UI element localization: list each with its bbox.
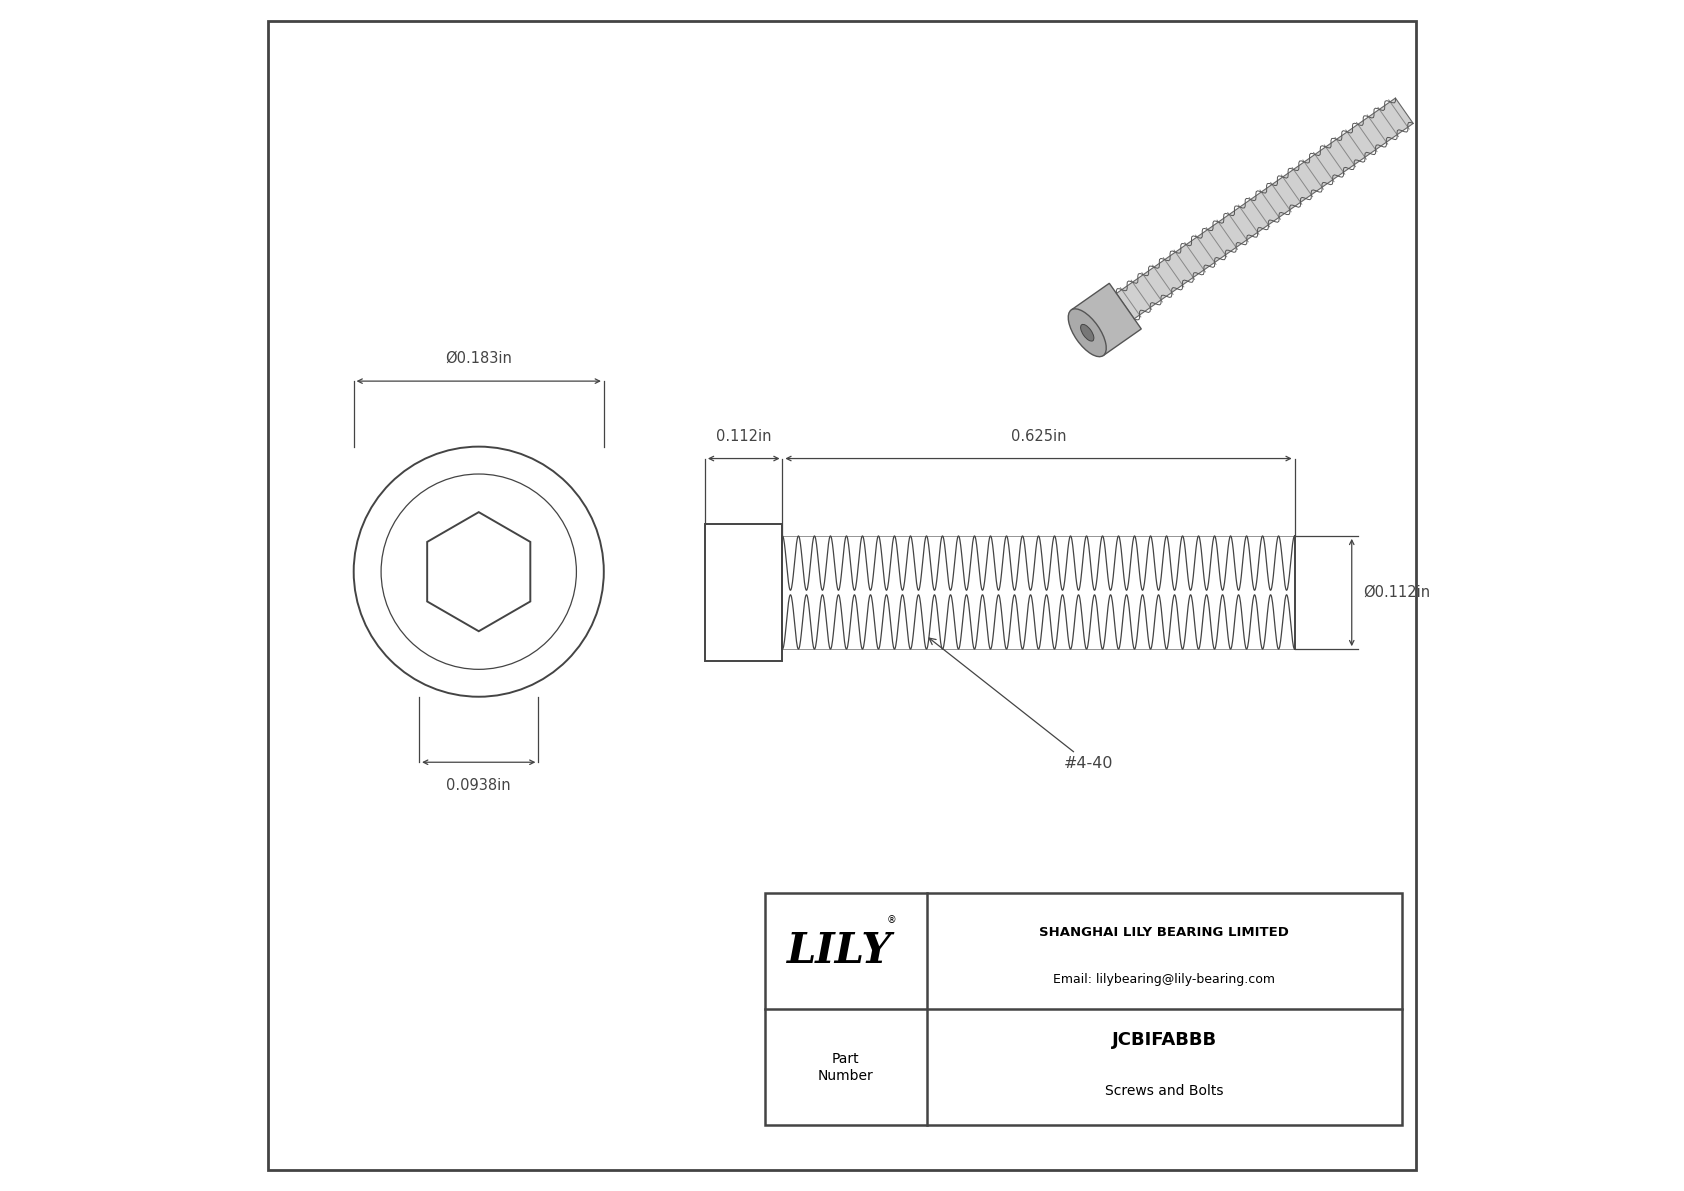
Text: SHANGHAI LILY BEARING LIMITED: SHANGHAI LILY BEARING LIMITED xyxy=(1039,927,1290,940)
Text: ®: ® xyxy=(886,916,896,925)
Text: #4-40: #4-40 xyxy=(930,638,1113,772)
Text: 0.0938in: 0.0938in xyxy=(446,778,510,793)
Text: LILY: LILY xyxy=(788,930,893,972)
Text: Screws and Bolts: Screws and Bolts xyxy=(1105,1084,1224,1098)
Polygon shape xyxy=(1071,283,1142,356)
Polygon shape xyxy=(1116,98,1413,319)
Text: 0.112in: 0.112in xyxy=(716,429,771,444)
Ellipse shape xyxy=(1068,308,1106,356)
Bar xyxy=(706,524,783,661)
Text: JCBIFABBB: JCBIFABBB xyxy=(1111,1030,1218,1048)
Text: Ø0.112in: Ø0.112in xyxy=(1364,585,1431,600)
Text: 0.625in: 0.625in xyxy=(1010,429,1066,444)
Text: Ø0.183in: Ø0.183in xyxy=(445,350,512,366)
Bar xyxy=(765,893,1401,1125)
Text: Part
Number: Part Number xyxy=(818,1053,874,1083)
Ellipse shape xyxy=(1081,324,1095,341)
Text: Email: lilybearing@lily-bearing.com: Email: lilybearing@lily-bearing.com xyxy=(1054,973,1275,986)
